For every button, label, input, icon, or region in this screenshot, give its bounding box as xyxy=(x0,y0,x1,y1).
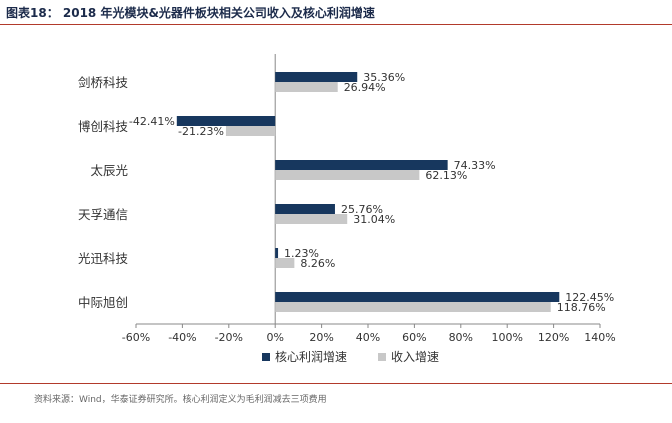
revenue-label: 8.26% xyxy=(300,257,335,270)
x-tick-label: 20% xyxy=(309,331,333,344)
core-profit-label: 122.45% xyxy=(565,291,614,304)
x-tick-label: 80% xyxy=(449,331,473,344)
core-profit-label: -42.41% xyxy=(129,115,175,128)
core-profit-bar xyxy=(275,248,279,258)
legend-swatch-revenue xyxy=(378,353,386,361)
x-tick-label: 60% xyxy=(402,331,426,344)
x-tick-label: 140% xyxy=(584,331,615,344)
revenue-label: -21.23% xyxy=(178,125,224,138)
x-tick-label: 0% xyxy=(266,331,283,344)
core-profit-bar xyxy=(275,160,448,170)
legend-label-revenue: 收入增速 xyxy=(391,350,439,364)
category-label: 太辰光 xyxy=(90,163,128,178)
core-profit-label: 25.76% xyxy=(341,203,383,216)
chart-title: 图表18： 2018 年光模块&光器件板块相关公司收入及核心利润增速 xyxy=(6,6,375,20)
revenue-label: 62.13% xyxy=(425,169,467,182)
core-profit-bar xyxy=(176,116,276,126)
header-rule xyxy=(0,24,672,25)
bar-chart: -60% -40% -20% 0% 20% 40% 60% 80% 100% 120% 140% 剑桥… xyxy=(78,54,616,364)
revenue-label: 26.94% xyxy=(344,81,386,94)
category-label: 中际旭创 xyxy=(78,295,128,310)
x-tick-label: 120% xyxy=(538,331,569,344)
x-tick-label: -40% xyxy=(168,331,196,344)
revenue-bar xyxy=(275,258,295,268)
revenue-bar xyxy=(275,302,551,312)
core-profit-bar xyxy=(275,292,560,302)
revenue-bar xyxy=(225,126,276,136)
revenue-bar xyxy=(275,82,338,92)
legend-swatch-core-profit xyxy=(262,353,270,361)
core-profit-bar xyxy=(275,72,358,82)
core-profit-label: 35.36% xyxy=(363,71,405,84)
category-label: 剑桥科技 xyxy=(78,75,129,90)
source-note: 资料来源：Wind，华泰证券研究所。核心利润定义为毛利润减去三项费用 xyxy=(34,395,327,405)
core-profit-label: 1.23% xyxy=(284,247,319,260)
revenue-label: 31.04% xyxy=(353,213,395,226)
revenue-label: 118.76% xyxy=(557,301,606,314)
revenue-bar xyxy=(275,170,420,180)
x-tick-label: -60% xyxy=(122,331,150,344)
category-label: 光迅科技 xyxy=(78,251,129,266)
category-label: 博创科技 xyxy=(78,119,129,134)
x-tick-label: -20% xyxy=(215,331,243,344)
core-profit-bar xyxy=(275,204,335,214)
footer-rule xyxy=(0,383,672,384)
x-tick-label: 100% xyxy=(491,331,522,344)
legend-label-core-profit: 核心利润增速 xyxy=(275,350,347,364)
core-profit-label: 74.33% xyxy=(454,159,496,172)
x-tick-label: 40% xyxy=(356,331,380,344)
category-label: 天孚通信 xyxy=(78,207,128,222)
revenue-bar xyxy=(275,214,348,224)
